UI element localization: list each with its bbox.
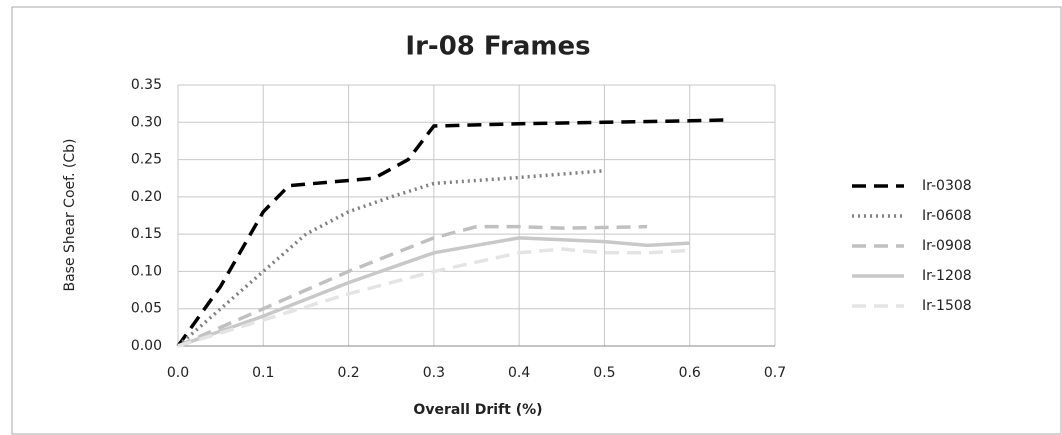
x-tick-label: 0.5 (593, 365, 615, 381)
legend-label: Ir-0308 (922, 178, 972, 194)
y-tick-label: 0.30 (131, 114, 162, 130)
y-tick-label: 0.15 (131, 226, 162, 242)
x-axis-label: Overall Drift (%) (413, 402, 542, 418)
y-tick-label: 0.10 (131, 263, 162, 279)
legend-label: Ir-0608 (922, 208, 972, 224)
x-tick-label: 0.0 (167, 365, 189, 381)
x-tick-label: 0.3 (423, 365, 445, 381)
y-tick-label: 0.25 (131, 152, 162, 168)
legend-label: Ir-1508 (922, 298, 972, 314)
x-tick-label: 0.7 (764, 365, 786, 381)
x-tick-label: 0.2 (337, 365, 359, 381)
y-axis-label: Base Shear Coef. (Cb) (62, 138, 78, 291)
x-tick-label: 0.4 (508, 365, 530, 381)
x-tick-label: 0.1 (252, 365, 274, 381)
y-tick-label: 0.35 (131, 77, 162, 93)
series-line (177, 236, 690, 348)
legend-label: Ir-0908 (922, 238, 972, 254)
y-tick-label: 0.00 (131, 338, 162, 354)
series-line (176, 118, 724, 348)
frame (11, 6, 1062, 435)
y-tick-label: 0.20 (131, 189, 162, 205)
legend-label: Ir-1208 (922, 268, 972, 284)
series-line (177, 224, 648, 348)
x-tick-label: 0.6 (679, 365, 701, 381)
chart-title: Ir-08 Frames (405, 32, 590, 62)
series-line (177, 247, 690, 348)
y-tick-label: 0.05 (131, 301, 162, 317)
